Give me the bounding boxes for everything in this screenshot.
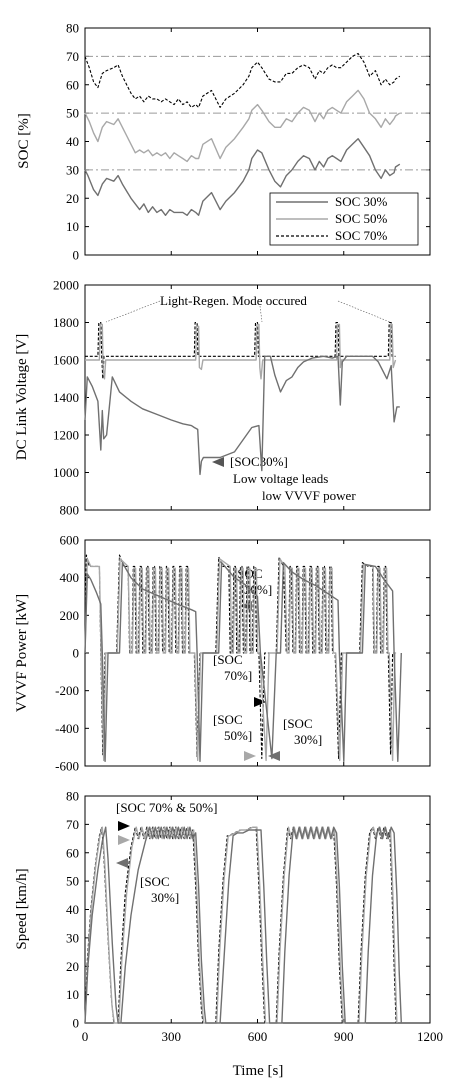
soc50-power-note: [SOC 50%] — [213, 712, 252, 743]
series-line-soc70 — [84, 52, 401, 108]
y-tick-label: -200 — [55, 683, 79, 698]
y-tick-label: -400 — [55, 721, 79, 736]
y-tick-label: 0 — [73, 646, 80, 661]
series-line-soc50 — [85, 323, 397, 380]
legend-label-soc70: SOC 70% — [335, 228, 388, 243]
series-line-soc30 — [84, 561, 402, 762]
power-y-axis-label: VVVF Power [kW] — [14, 594, 30, 712]
y-tick-label: 800 — [60, 503, 80, 518]
y-tick-label: 1400 — [53, 390, 79, 405]
y-tick-label: 0 — [73, 1016, 80, 1031]
y-tick-label: 1200 — [53, 428, 79, 443]
series-line-soc30 — [84, 826, 402, 1024]
y-tick-label: 30 — [66, 162, 79, 177]
soc70-50-speed-note: [SOC 70% & 50%] — [116, 800, 217, 815]
x-tick-label: 300 — [162, 1029, 182, 1044]
y-tick-label: 0 — [73, 248, 80, 263]
y-tick-label: 50 — [66, 874, 79, 889]
y-tick-label: 200 — [60, 608, 80, 623]
leader-line — [105, 300, 161, 323]
legend: SOC 30% SOC 50% SOC 70% — [269, 192, 419, 246]
series-line-soc70 — [85, 321, 396, 380]
speed-annotations: [SOC 70% & 50%] [SOC 30%] — [116, 800, 217, 905]
low-voltage-note: Low voltage leads — [233, 471, 328, 486]
y-tick-label: 2000 — [53, 278, 79, 293]
x-axis-label: Time [s] — [233, 1063, 284, 1079]
y-tick-label: 60 — [66, 845, 79, 860]
x-tick-label: 600 — [248, 1029, 268, 1044]
y-tick-label: 20 — [66, 191, 79, 206]
arrow-icon — [244, 751, 256, 761]
y-tick-label: 70 — [66, 817, 79, 832]
arrow-icon — [118, 835, 130, 845]
y-tick-label: 10 — [66, 987, 79, 1002]
y-tick-label: 80 — [66, 21, 79, 36]
y-tick-label: 10 — [66, 219, 79, 234]
y-tick-label: 1800 — [53, 315, 79, 330]
chart-marks: 0102030405060708080010001200140016001800… — [53, 21, 443, 1045]
x-tick-label: 0 — [82, 1029, 89, 1044]
soc70-power-note: [SOC 70%] — [213, 652, 252, 683]
legend-label-soc30: SOC 30% — [335, 194, 388, 209]
soc30-power-note-2: [SOC 30%] — [283, 716, 322, 747]
series-line-soc70 — [84, 826, 397, 1024]
y-tick-label: -600 — [55, 759, 79, 774]
y-tick-label: 50 — [66, 106, 79, 121]
arrow-icon — [116, 858, 128, 868]
y-tick-label: 1600 — [53, 353, 79, 368]
leader-line — [259, 305, 263, 323]
x-tick-label: 900 — [334, 1029, 354, 1044]
soc-y-axis-label: SOC [%] — [16, 113, 32, 168]
arrow-icon — [212, 457, 224, 467]
y-tick-label: 600 — [60, 533, 80, 548]
y-tick-label: 20 — [66, 959, 79, 974]
y-tick-label: 60 — [66, 77, 79, 92]
x-tick-label: 1200 — [417, 1029, 443, 1044]
y-tick-label: 40 — [66, 902, 79, 917]
voltage-y-axis-label: DC Link Voltage [V] — [14, 334, 30, 461]
series-line-soc50 — [84, 826, 398, 1024]
leader-line — [337, 300, 391, 323]
y-tick-label: 40 — [66, 134, 79, 149]
arrow-icon — [118, 821, 130, 831]
series-line-soc50 — [84, 558, 397, 762]
voltage-annotations: Light-Regen. Mode occured [SOC30%] Low v… — [105, 293, 391, 503]
y-tick-label: 80 — [66, 789, 79, 804]
series-line-soc50 — [84, 89, 401, 163]
low-power-note: low VVVF power — [262, 488, 356, 503]
y-tick-label: 30 — [66, 930, 79, 945]
y-tick-label: 1000 — [53, 465, 79, 480]
soc30-voltage-note: [SOC30%] — [230, 454, 288, 469]
y-tick-label: 400 — [60, 570, 80, 585]
arrow-icon — [268, 751, 280, 761]
series-line-soc30 — [84, 355, 400, 476]
series-line-soc70 — [84, 554, 396, 760]
legend-label-soc50: SOC 50% — [335, 211, 388, 226]
y-tick-label: 70 — [66, 49, 79, 64]
series-line-soc30 — [84, 138, 401, 216]
speed-y-axis-label: Speed [km/h] — [14, 868, 30, 949]
soc30-speed-note: [SOC 30%] — [140, 874, 179, 905]
light-regen-annotation: Light-Regen. Mode occured — [160, 293, 307, 308]
